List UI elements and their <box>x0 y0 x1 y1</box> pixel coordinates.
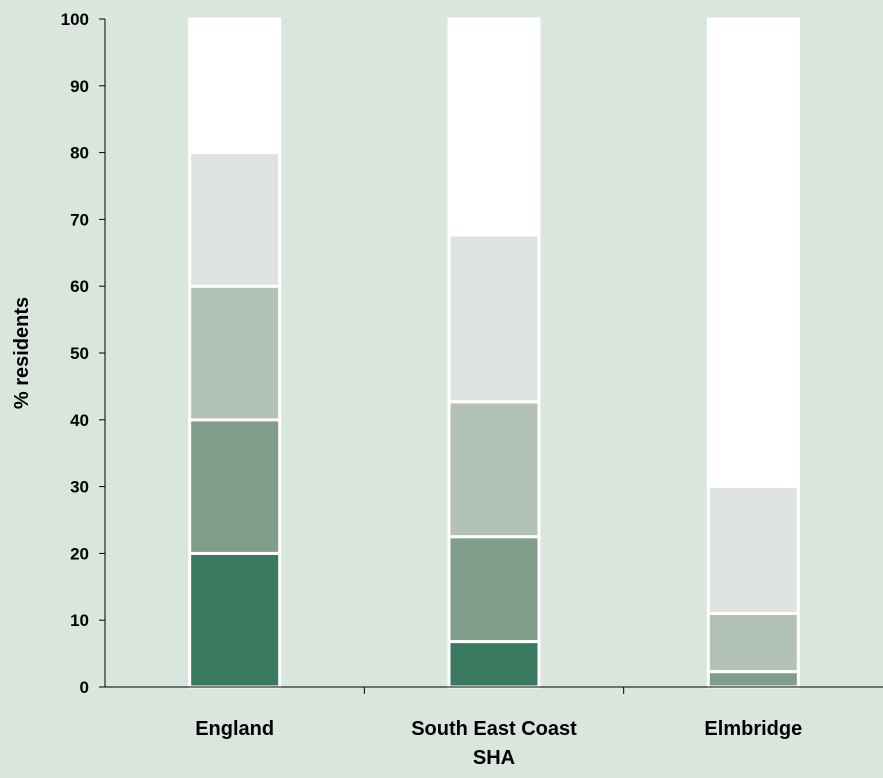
y-tick-label: 20 <box>70 544 89 563</box>
x-category-label: South East Coast SHA <box>411 718 577 769</box>
bar-segment-1-4 <box>188 151 282 288</box>
y-tick-label: 100 <box>61 10 89 29</box>
y-tick-label: 10 <box>70 611 89 630</box>
y-tick-label: 60 <box>70 277 89 296</box>
x-category-label-line: South East Coast <box>411 718 577 740</box>
bar-segment-1-1 <box>188 551 282 689</box>
y-tick-labels: 0 10 20 30 40 50 60 70 80 90 100 <box>61 10 89 697</box>
x-category-label-line: SHA <box>473 747 515 769</box>
x-category-label: Elmbridge <box>704 718 802 740</box>
bar-segment-2-2 <box>447 535 541 644</box>
bar-segment-3-2 <box>706 670 800 689</box>
y-tick-label: 70 <box>70 210 89 229</box>
x-category-labels: England South East Coast SHA Elmbridge <box>195 718 802 769</box>
bar-segment-1-2 <box>188 418 282 555</box>
bar-segment-3-3 <box>706 612 800 674</box>
x-category-label-line: England <box>195 718 274 740</box>
bar-segment-1-3 <box>188 284 282 422</box>
bars-layer <box>188 17 800 689</box>
axes-layer <box>99 18 883 694</box>
bar-segment-1-5 <box>188 17 282 155</box>
x-category-label-line: Elmbridge <box>704 718 802 740</box>
y-tick-label: 40 <box>70 411 89 430</box>
bar-segment-2-3 <box>447 400 541 539</box>
bar-segment-2-1 <box>447 640 541 689</box>
y-tick-label: 30 <box>70 478 89 497</box>
bar-segment-3-5 <box>706 17 800 489</box>
bar-segment-3-4 <box>706 485 800 616</box>
bar-segment-2-4 <box>447 233 541 404</box>
x-category-label: England <box>195 718 274 740</box>
y-tick-label: 80 <box>70 144 89 163</box>
y-tick-label: 0 <box>80 678 89 697</box>
y-tick-label: 90 <box>70 77 89 96</box>
y-axis-title: % residents <box>11 297 33 409</box>
bar-segment-2-5 <box>447 17 541 237</box>
y-tick-label: 50 <box>70 344 89 363</box>
